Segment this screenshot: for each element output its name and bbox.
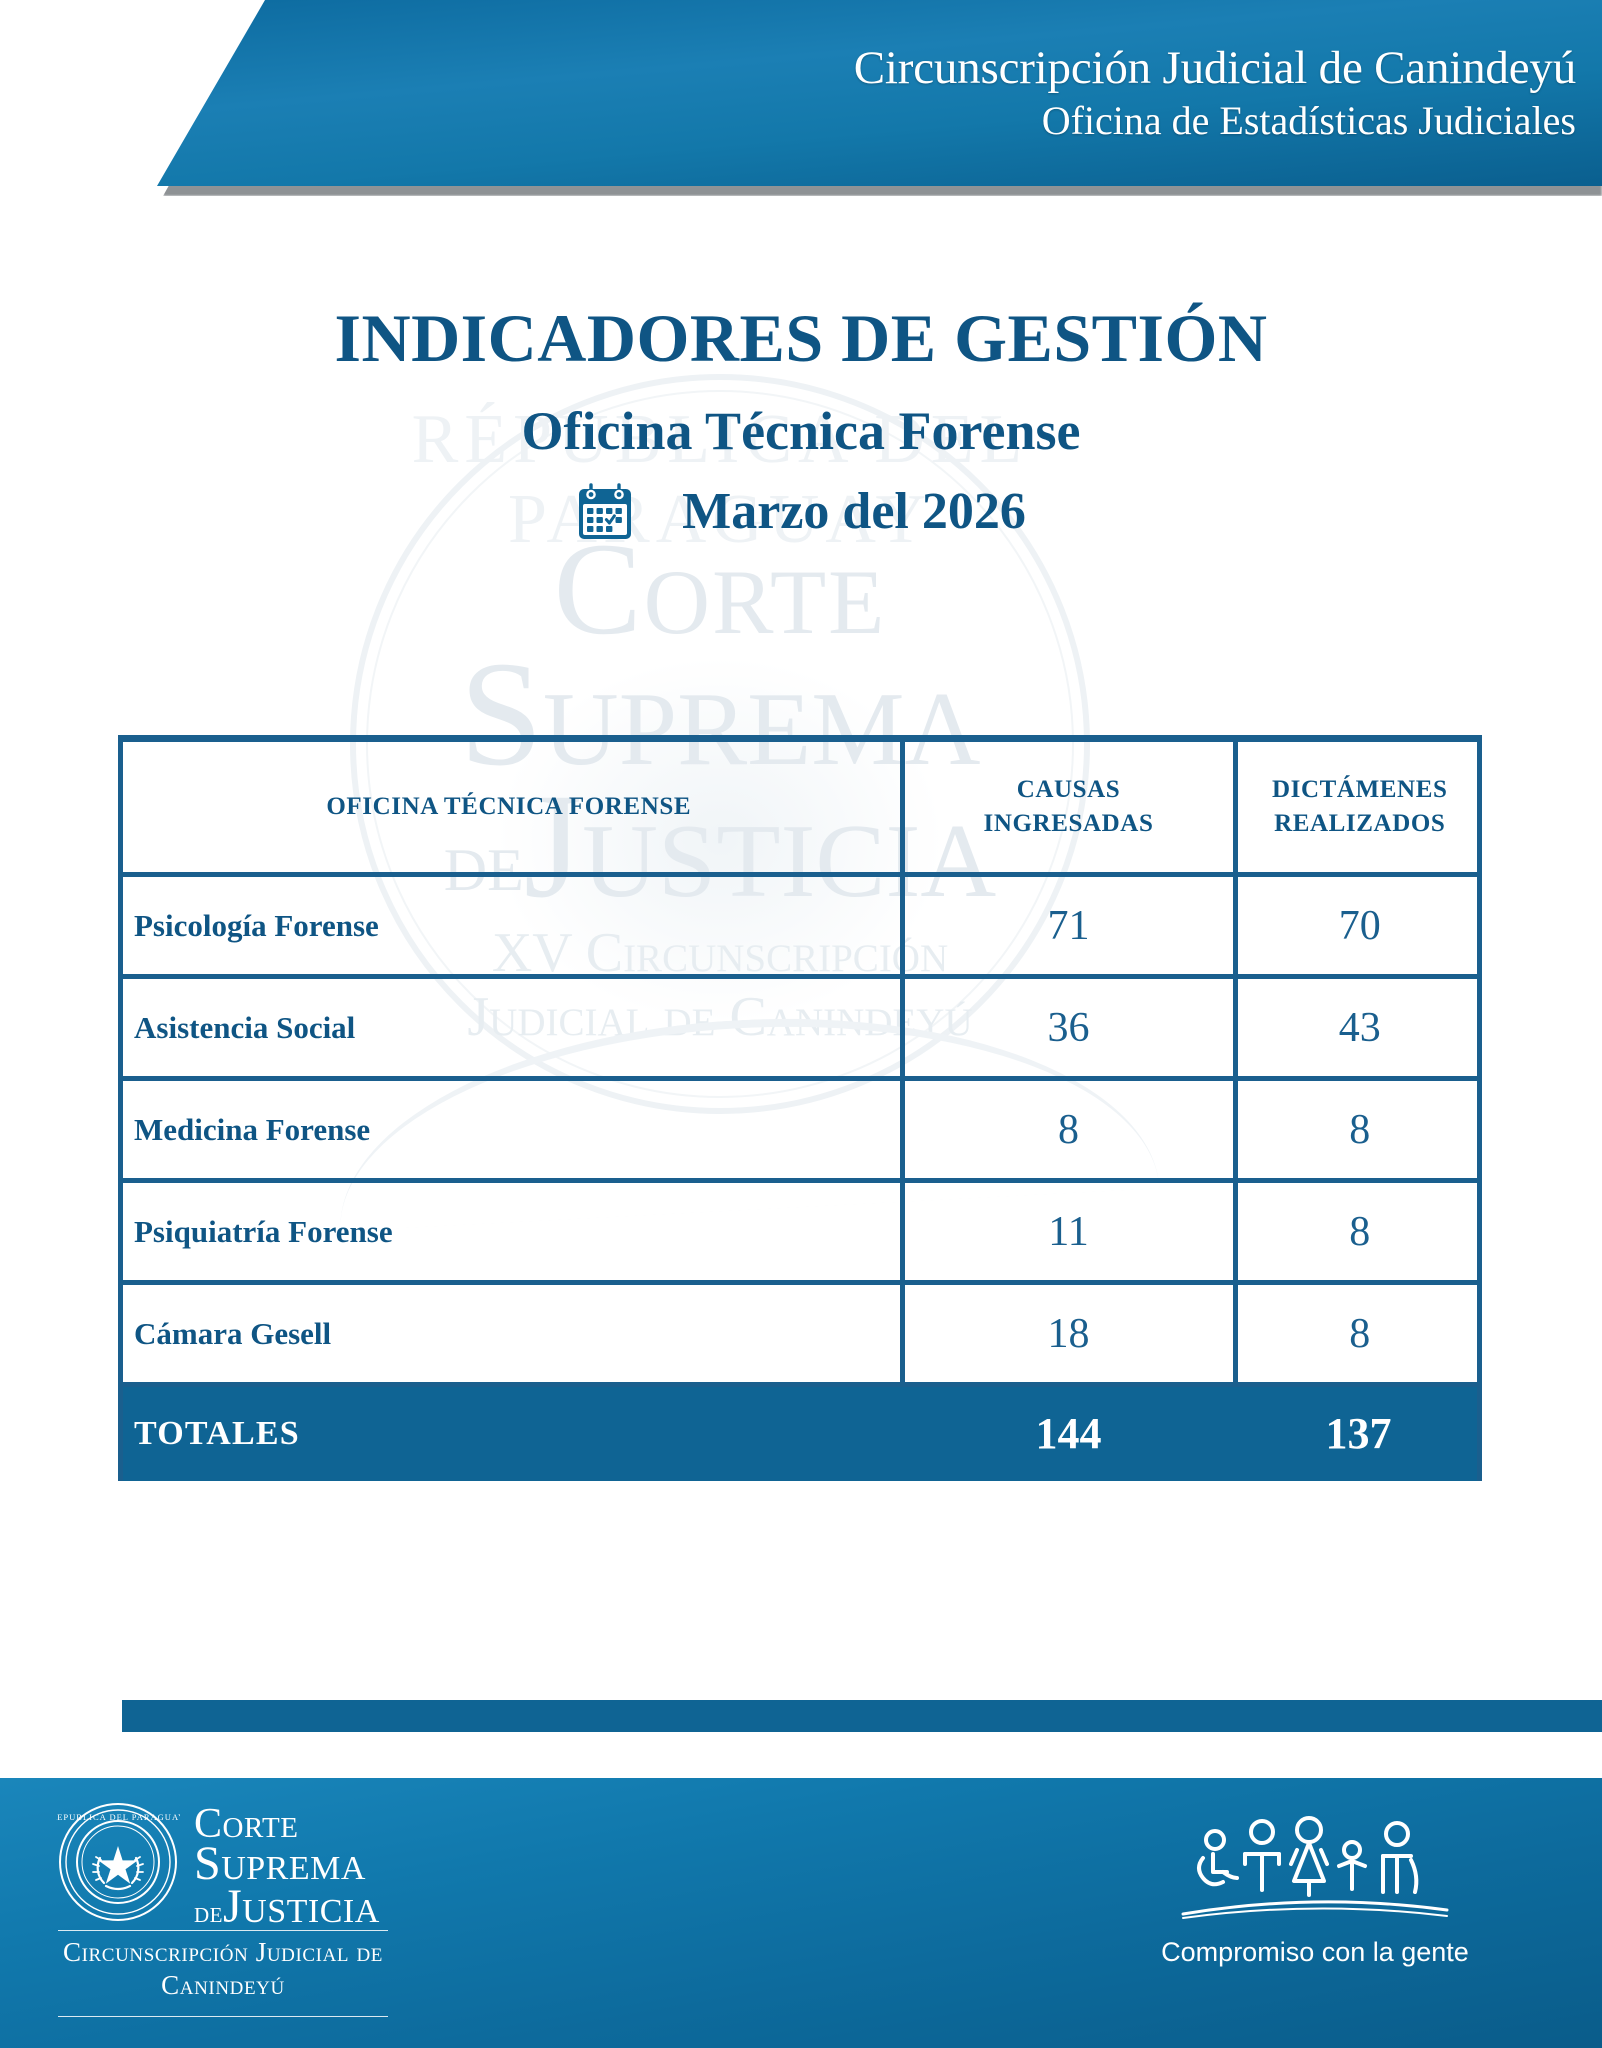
paraguay-coat-of-arms-seal-icon: REPUBLICA DEL PARAGUAY — [51, 1800, 184, 1929]
header-banner — [157, 0, 1602, 186]
date-row: Marzo del 2026 — [0, 482, 1602, 542]
title-group: INDICADORES DE GESTIÓN Oficina Técnica F… — [0, 300, 1602, 542]
footer-inner: REPUBLICA DEL PARAGUAY Corte Suprema deJ… — [0, 1778, 1602, 2048]
column-header-dictamenes-line1: DICTÁMENES — [1272, 776, 1448, 803]
row-value-dictamenes: 70 — [1235, 874, 1482, 979]
table-totals-row: TOTALES 144 137 — [118, 1384, 1482, 1481]
totals-label: TOTALES — [134, 1414, 300, 1452]
footer-slogan-text: Compromiso con la gente — [1161, 1937, 1469, 1967]
column-header-office: OFICINA TÉCNICA FORENSE — [118, 735, 905, 877]
footer-logo-word-corte: Corte — [194, 1801, 299, 1847]
footer-logo-words: Corte Suprema deJusticia — [194, 1800, 380, 1935]
table-row: Psicología Forense 71 70 — [118, 874, 1482, 979]
calendar-check-icon — [576, 482, 634, 542]
row-value-dictamenes: 43 — [1235, 976, 1482, 1081]
row-label: Psiquiatría Forense — [118, 1180, 905, 1285]
table-row: Cámara Gesell 18 8 — [118, 1282, 1482, 1387]
footer-slogan-block: Compromiso con la gente — [1140, 1810, 1490, 1968]
page-subtitle: Oficina Técnica Forense — [521, 401, 1081, 461]
row-label: Asistencia Social — [118, 976, 905, 1081]
table-border-left — [118, 735, 123, 1481]
footer-accent-bar — [0, 1700, 1602, 1732]
table-row: Asistencia Social 36 43 — [118, 976, 1482, 1081]
header-title-line2: Oficina de Estadísticas Judiciales — [1041, 98, 1576, 143]
row-value-ingresadas: 36 — [902, 976, 1238, 1081]
column-header-dictamenes: DICTÁMENES REALIZADOS — [1235, 735, 1482, 877]
table-row: Medicina Forense 8 8 — [118, 1078, 1482, 1183]
table-row: Psiquiatría Forense 11 8 — [118, 1180, 1482, 1285]
watermark-word-corte: Corte — [553, 515, 887, 662]
row-value-dictamenes: 8 — [1235, 1282, 1482, 1387]
footer-logo-divider-bottom — [58, 2016, 388, 2017]
row-value-ingresadas: 18 — [902, 1282, 1238, 1387]
column-header-causas-line2: INGRESADAS — [983, 810, 1154, 837]
row-value-ingresadas: 71 — [902, 874, 1238, 979]
footer-logo-block: REPUBLICA DEL PARAGUAY Corte Suprema deJ… — [51, 1800, 380, 1935]
page-title: INDICADORES DE GESTIÓN — [334, 300, 1268, 376]
totals-value-ingresadas: 144 — [1035, 1409, 1102, 1459]
page-header: Circunscripción Judicial de Canindeyú Of… — [0, 0, 1602, 200]
row-value-dictamenes: 8 — [1235, 1078, 1482, 1183]
column-header-causas-line1: CAUSAS — [1016, 776, 1121, 803]
footer-logo-subtitle-line1: Circunscripción Judicial de — [62, 1937, 383, 1967]
footer-logo-subtitle: Circunscripción Judicial de Canindeyú — [48, 1936, 398, 2002]
header-title-line1: Circunscripción Judicial de Canindeyú — [853, 42, 1576, 94]
header-text-group: Circunscripción Judicial de Canindeyú Of… — [157, 0, 1602, 186]
footer-logo-subtitle-line2: Canindeyú — [161, 1970, 285, 2000]
footer-logo-word-justicia: deJusticia — [194, 1883, 380, 1935]
row-label: Psicología Forense — [118, 874, 905, 979]
column-header-dictamenes-line2: REALIZADOS — [1274, 810, 1446, 837]
footer-logo-word-suprema: Suprema — [194, 1837, 366, 1890]
page-footer: REPUBLICA DEL PARAGUAY Corte Suprema deJ… — [0, 1778, 1602, 2048]
footer-logo-divider-top — [58, 1930, 388, 1931]
row-value-dictamenes: 8 — [1235, 1180, 1482, 1285]
row-label: Medicina Forense — [118, 1078, 905, 1183]
table-header-row: OFICINA TÉCNICA FORENSE CAUSAS INGRESADA… — [118, 735, 1482, 877]
footer-logo-word-justicia-text: Justicia — [223, 1880, 380, 1933]
footer-accent-bar-segment — [122, 1700, 1602, 1732]
table-border-right — [1477, 735, 1482, 1481]
totals-value-dictamenes: 137 — [1325, 1409, 1392, 1459]
footer-logo-word-de: de — [194, 1896, 223, 1929]
row-value-ingresadas: 8 — [902, 1078, 1238, 1183]
report-date: Marzo del 2026 — [682, 483, 1026, 540]
people-group-icon — [1140, 1810, 1490, 1930]
svg-text:REPUBLICA DEL PARAGUAY: REPUBLICA DEL PARAGUAY — [56, 1812, 180, 1822]
indicators-table: OFICINA TÉCNICA FORENSE CAUSAS INGRESADA… — [118, 735, 1482, 1481]
row-label: Cámara Gesell — [118, 1282, 905, 1387]
column-header-causas: CAUSAS INGRESADAS — [902, 735, 1238, 877]
row-value-ingresadas: 11 — [902, 1180, 1238, 1285]
indicators-table-wrapper: OFICINA TÉCNICA FORENSE CAUSAS INGRESADA… — [118, 735, 1482, 1481]
